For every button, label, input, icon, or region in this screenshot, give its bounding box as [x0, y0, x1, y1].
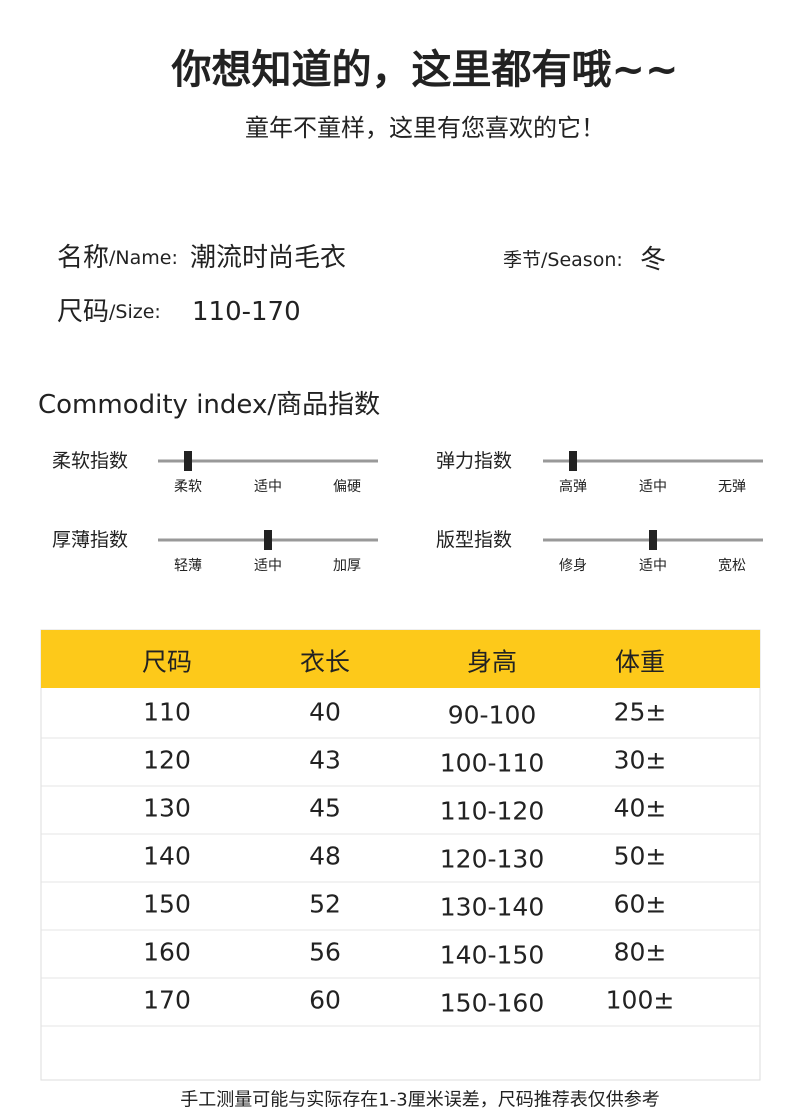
slider-indicator	[649, 530, 657, 550]
table-cell: 25±	[614, 698, 667, 727]
table-cell: 52	[309, 890, 341, 919]
table-cell: 50±	[614, 842, 667, 871]
table-cell: 120	[143, 746, 191, 775]
scale-label: 适中	[254, 558, 282, 574]
table-header-bg	[41, 630, 760, 688]
table-cell: 30±	[614, 746, 667, 775]
table-header: 衣长	[300, 648, 350, 677]
name-row: 名称/Name: 潮流时尚毛衣	[57, 243, 346, 273]
season-row: 季节/Season: 冬	[503, 245, 666, 275]
table-cell: 60±	[614, 890, 667, 919]
table-cell: 60	[309, 986, 341, 1015]
table-cell: 120-130	[440, 845, 544, 874]
table-cell: 150-160	[440, 989, 544, 1018]
table-cell: 130	[143, 794, 191, 823]
scale-label: 加厚	[333, 558, 361, 574]
footer-note: 手工测量可能与实际存在1-3厘米误差，尺码推荐表仅供参考	[180, 1090, 659, 1111]
table-cell: 100-110	[440, 749, 544, 778]
table-cell: 140-150	[440, 941, 544, 970]
scale-label: 适中	[639, 558, 667, 574]
size-en: /Size:	[109, 301, 161, 323]
table-cell: 90-100	[448, 701, 537, 730]
scale-label: 宽松	[718, 557, 746, 574]
table-cell: 40±	[614, 794, 667, 823]
slider-indicator	[569, 451, 577, 471]
table-cell: 45	[309, 794, 341, 823]
season-value: 冬	[640, 245, 666, 275]
size-value: 110-170	[192, 297, 301, 327]
title: 你想知道的，这里都有哦~~	[170, 47, 678, 93]
scale-label: 无弹	[718, 479, 746, 495]
subtitle: 童年不童样，这里有您喜欢的它！	[245, 114, 605, 142]
table-cell: 40	[309, 698, 341, 727]
table-cell: 56	[309, 938, 341, 967]
season-en: /Season:	[541, 249, 623, 271]
table-cell: 170	[143, 986, 191, 1015]
slider-indicator	[264, 530, 272, 550]
table-frame	[40, 629, 761, 1081]
table-cell: 80±	[614, 938, 667, 967]
table-cell: 140	[143, 842, 191, 871]
scale-label: 柔软	[174, 479, 202, 495]
index-label: 柔软指数	[52, 450, 128, 472]
scale-label: 偏硬	[333, 479, 361, 495]
name-value: 潮流时尚毛衣	[190, 243, 346, 273]
table-header: 身高	[467, 648, 517, 677]
table-cell: 150	[143, 890, 191, 919]
table-cell: 130-140	[440, 893, 544, 922]
size-label: 尺码	[57, 297, 109, 327]
index-label: 厚薄指数	[52, 529, 128, 551]
index-label: 弹力指数	[436, 450, 512, 472]
table-cell: 48	[309, 842, 341, 871]
scale-label: 适中	[254, 479, 282, 495]
table-cell: 43	[309, 746, 341, 775]
table-cell: 160	[143, 938, 191, 967]
table-cell: 100±	[606, 986, 675, 1015]
size-row: 尺码/Size: 110-170	[57, 297, 301, 327]
season-label: 季节	[503, 249, 541, 271]
table-cell: 110	[143, 698, 191, 727]
scale-label: 修身	[559, 558, 587, 574]
scale-label: 高弹	[559, 478, 587, 495]
table-header: 体重	[615, 648, 665, 677]
name-en: /Name:	[109, 247, 178, 269]
table-cell: 110-120	[440, 797, 544, 826]
slider-indicator	[184, 451, 192, 471]
scale-label: 轻薄	[174, 558, 202, 574]
index-label: 版型指数	[436, 529, 512, 551]
scale-label: 适中	[639, 479, 667, 495]
table-header: 尺码	[142, 648, 192, 677]
name-label: 名称	[57, 243, 109, 273]
index-title: Commodity index/商品指数	[38, 390, 380, 420]
